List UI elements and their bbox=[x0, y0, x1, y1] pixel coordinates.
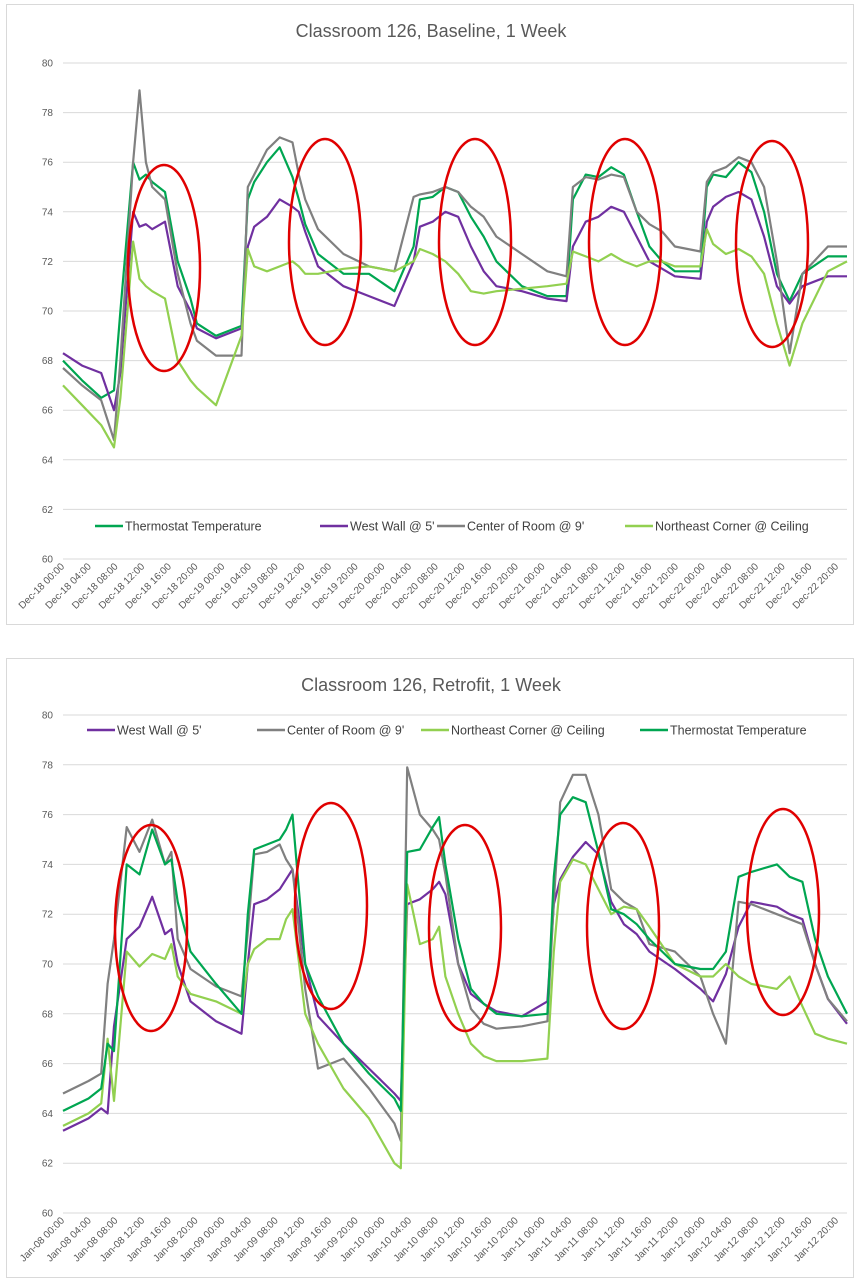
baseline-y-tick-label: 80 bbox=[42, 59, 54, 70]
baseline-y-tick-label: 74 bbox=[42, 207, 54, 218]
baseline-highlight-ellipse bbox=[587, 137, 663, 347]
baseline-legend-label: Thermostat Temperature bbox=[125, 520, 262, 534]
retrofit-y-tick-label: 78 bbox=[42, 760, 54, 771]
retrofit-y-tick-label: 76 bbox=[42, 810, 54, 821]
retrofit-legend-label: Center of Room @ 9' bbox=[287, 724, 404, 738]
retrofit-series-center-of-room-9 bbox=[62, 766, 848, 1142]
baseline-y-tick-label: 78 bbox=[42, 108, 54, 119]
retrofit-y-tick-label: 68 bbox=[42, 1009, 54, 1020]
baseline-y-tick-label: 60 bbox=[42, 555, 54, 566]
retrofit-y-tick-label: 80 bbox=[42, 711, 54, 722]
baseline-series-center-of-room-9 bbox=[62, 89, 847, 442]
retrofit-y-tick-label: 60 bbox=[42, 1209, 54, 1220]
retrofit-highlight-ellipse bbox=[427, 823, 503, 1033]
retrofit-y-tick-label: 66 bbox=[42, 1059, 54, 1070]
baseline-y-tick-label: 76 bbox=[42, 158, 54, 169]
baseline-legend-label: Northeast Corner @ Ceiling bbox=[655, 520, 809, 534]
baseline-chart-panel: Classroom 126, Baseline, 1 Week 60 62 64 66 6… bbox=[6, 4, 854, 625]
retrofit-y-tick-label: 64 bbox=[42, 1109, 54, 1120]
retrofit-highlight-ellipse bbox=[113, 823, 189, 1033]
retrofit-legend-label: Northeast Corner @ Ceiling bbox=[451, 724, 605, 738]
baseline-y-tick-label: 72 bbox=[42, 257, 54, 268]
baseline-y-tick-label: 68 bbox=[42, 356, 54, 367]
baseline-series-thermostat-temperature bbox=[62, 146, 847, 399]
retrofit-highlight-ellipse bbox=[293, 801, 369, 1011]
retrofit-legend-label: West Wall @ 5' bbox=[117, 724, 202, 738]
baseline-y-tick-label: 62 bbox=[42, 505, 54, 516]
baseline-series-west-wall-5 bbox=[62, 190, 847, 412]
retrofit-chart: Classroom 126, Retrofit, 1 Week 60 62 64 66 6… bbox=[18, 675, 848, 1264]
retrofit-chart-panel: Classroom 126, Retrofit, 1 Week 60 62 64 66 6… bbox=[6, 658, 854, 1278]
baseline-y-tick-label: 64 bbox=[42, 455, 54, 466]
retrofit-series-thermostat-temperature bbox=[62, 796, 848, 1112]
retrofit-y-tick-label: 72 bbox=[42, 910, 54, 921]
baseline-highlight-ellipse bbox=[734, 139, 810, 349]
retrofit-chart-title: Classroom 126, Retrofit, 1 Week bbox=[301, 675, 562, 695]
baseline-chart-title: Classroom 126, Baseline, 1 Week bbox=[296, 21, 568, 41]
baseline-chart: Classroom 126, Baseline, 1 Week 60 62 64 66 6… bbox=[17, 21, 848, 612]
baseline-highlight-ellipse bbox=[437, 137, 513, 347]
retrofit-y-tick-label: 74 bbox=[42, 860, 54, 871]
retrofit-highlight-ellipse bbox=[585, 821, 661, 1031]
retrofit-highlight-ellipse bbox=[745, 807, 821, 1017]
retrofit-series-northeast-corner-ceiling bbox=[62, 858, 848, 1170]
baseline-series-northeast-corner-ceiling bbox=[62, 228, 848, 449]
baseline-y-tick-label: 70 bbox=[42, 307, 54, 318]
baseline-legend-label: Center of Room @ 9' bbox=[467, 520, 584, 534]
baseline-y-tick-label: 66 bbox=[42, 406, 54, 417]
baseline-highlight-ellipse bbox=[126, 163, 202, 373]
retrofit-legend-label: Thermostat Temperature bbox=[670, 724, 807, 738]
baseline-highlight-ellipse bbox=[287, 137, 363, 347]
baseline-legend-label: West Wall @ 5' bbox=[350, 520, 435, 534]
retrofit-y-tick-label: 62 bbox=[42, 1159, 54, 1170]
retrofit-y-tick-label: 70 bbox=[42, 960, 54, 971]
retrofit-x-tick-label: Jan-08 00:00 bbox=[18, 1215, 67, 1264]
